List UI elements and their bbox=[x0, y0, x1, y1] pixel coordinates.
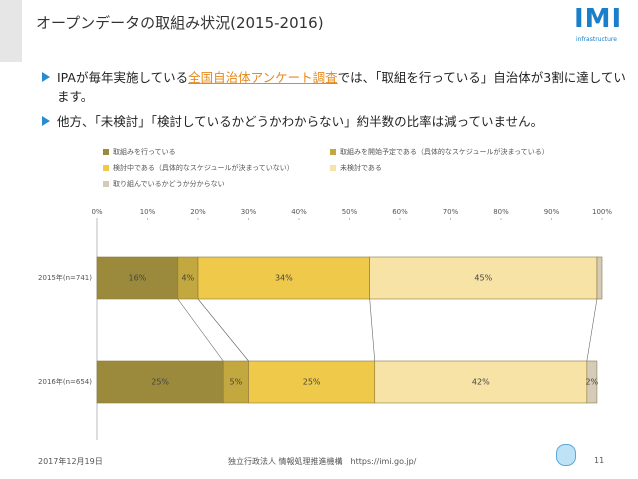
legend-label: 取り組んでいるかどうか分からない bbox=[113, 179, 225, 188]
series-line bbox=[177, 298, 224, 362]
legend-swatch bbox=[103, 149, 109, 155]
series-line bbox=[586, 298, 598, 362]
legend-swatch bbox=[330, 165, 336, 171]
x-tick-label: 50% bbox=[342, 208, 358, 216]
data-label: 45% bbox=[474, 274, 492, 283]
logo-sub: infrastructure bbox=[576, 36, 617, 43]
x-tick-label: 70% bbox=[443, 208, 459, 216]
data-label: 34% bbox=[275, 274, 293, 283]
data-label: 16% bbox=[129, 274, 147, 283]
x-tick-label: 80% bbox=[493, 208, 509, 216]
x-tick-label: 0% bbox=[91, 208, 102, 216]
x-tick-label: 60% bbox=[392, 208, 408, 216]
bar-segment bbox=[197, 256, 370, 300]
x-tick-label: 20% bbox=[190, 208, 206, 216]
legend-label: 取組みを行っている bbox=[113, 147, 176, 156]
data-label: 25% bbox=[303, 378, 321, 387]
footer-date: 2017年12月19日 bbox=[38, 457, 103, 466]
data-label: 25% bbox=[151, 378, 169, 387]
data-label: 2% bbox=[586, 378, 599, 387]
legend-swatch bbox=[330, 149, 336, 155]
x-tick-label: 100% bbox=[592, 208, 612, 216]
bar-segment bbox=[248, 360, 376, 404]
data-label: 42% bbox=[472, 378, 490, 387]
bullet: 他方、「未検討」「検討しているかどうかわからない」約半数の比率は減っていません。 bbox=[40, 112, 627, 131]
legend-swatch bbox=[103, 181, 109, 187]
data-label: 5% bbox=[230, 378, 243, 387]
bar-segment bbox=[96, 256, 179, 300]
bullet-text: では、「取組を行っている」自治体が3割に達しています。 bbox=[57, 70, 626, 104]
side-strip bbox=[0, 0, 22, 62]
logo: IMI bbox=[574, 4, 623, 34]
x-tick-label: 30% bbox=[241, 208, 257, 216]
series-line bbox=[369, 298, 376, 362]
legend-swatch bbox=[103, 165, 109, 171]
legend-label: 検討中である（具体的なスケジュールが決まっていない） bbox=[113, 163, 294, 172]
legend-label: 取組みを開始予定である（具体的なスケジュールが決まっている） bbox=[340, 147, 549, 156]
data-label: 4% bbox=[182, 274, 195, 283]
link[interactable]: 全国自治体アンケート調査 bbox=[188, 70, 338, 85]
x-tick-label: 40% bbox=[291, 208, 307, 216]
series-line bbox=[197, 298, 249, 362]
bar-segment bbox=[96, 360, 224, 404]
bullet-text: IPAが毎年実施している bbox=[57, 70, 189, 85]
page-number: 11 bbox=[594, 456, 605, 465]
x-tick-label: 90% bbox=[544, 208, 560, 216]
bullet: IPAが毎年実施している全国自治体アンケート調査では、「取組を行っている」自治体… bbox=[40, 68, 627, 106]
category-label: 2016年(n=654) bbox=[38, 377, 92, 386]
slide-title: オープンデータの取組み状況(2015-2016) bbox=[36, 14, 324, 32]
x-tick-label: 10% bbox=[140, 208, 156, 216]
bar-segment bbox=[369, 256, 598, 300]
bar-segment bbox=[596, 256, 603, 300]
bar-segment bbox=[222, 360, 249, 404]
legend-label: 未検討である bbox=[340, 163, 382, 172]
bullet-text: 他方、「未検討」「検討しているかどうかわからない」約半数の比率は減っていません。 bbox=[57, 114, 544, 129]
footer-org: 独立行政法人 情報処理推進機構 https://imi.go.jp/ bbox=[228, 457, 417, 466]
category-label: 2015年(n=741) bbox=[38, 273, 92, 282]
mascot-icon bbox=[556, 444, 576, 466]
bar-segment bbox=[586, 360, 598, 404]
